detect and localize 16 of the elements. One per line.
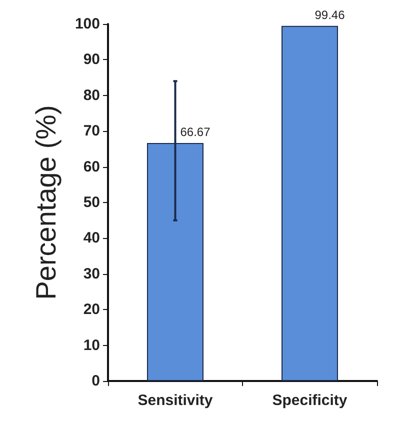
- y-tick-label: 30: [83, 265, 100, 282]
- y-tick-label: 70: [83, 122, 100, 140]
- y-tick-label: 100: [74, 16, 100, 32]
- data-label: 66.67: [180, 124, 211, 139]
- x-tick-label: Specificity: [272, 392, 348, 409]
- y-tick-label: 60: [83, 158, 100, 176]
- y-tick-label: 0: [92, 372, 100, 390]
- x-tick-label: Sensitivity: [138, 392, 214, 409]
- y-tick-label: 20: [83, 301, 100, 318]
- y-tick-label: 50: [83, 194, 100, 211]
- y-tick-label: 90: [83, 51, 100, 68]
- y-tick-label: 80: [83, 86, 100, 104]
- y-tick-label: 10: [83, 336, 100, 354]
- data-label: 99.46: [314, 8, 346, 22]
- y-axis-title: Percentage (%): [30, 105, 62, 300]
- y-tick-label: 40: [83, 230, 100, 247]
